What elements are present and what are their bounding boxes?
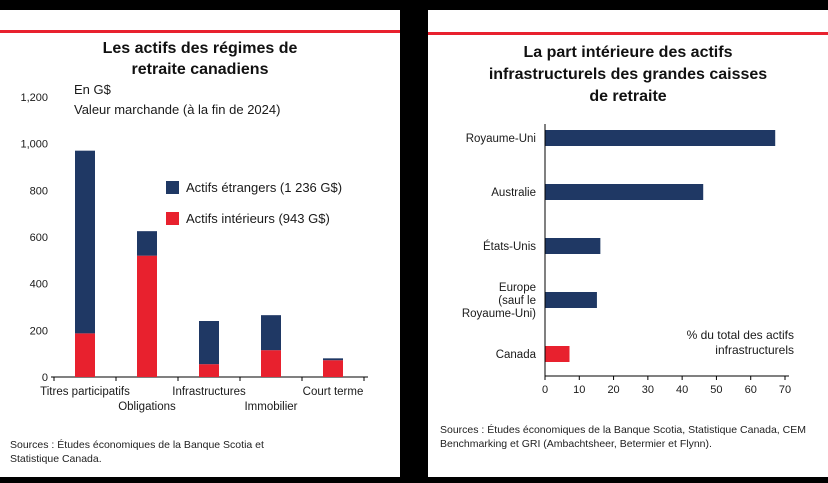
category-label: Canada (496, 349, 537, 361)
category-label: Court terme (303, 386, 364, 398)
unit-note: En G$ (74, 82, 111, 97)
annotation-line: % du total des actifs (686, 328, 794, 342)
category-label: Obligations (118, 401, 176, 413)
horizontal-bar-chart-svg: Royaume-Uni Australie États-Unis Europe(sau… (462, 124, 791, 396)
category-label: Immobilier (244, 401, 297, 413)
red-swatch-icon (166, 212, 179, 225)
chart-title-right: La part intérieure des actifs infrastruc… (428, 42, 828, 108)
y-tick-label: 1,200 (20, 92, 48, 104)
accent-rule (428, 32, 828, 35)
sources-note-right: Sources : Études économiques de la Banqu… (440, 424, 806, 450)
axis-unit-annotation: % du total des actifs infrastructurels (687, 328, 794, 358)
hbar (545, 346, 570, 362)
sources-note-left: Sources : Études économiques de la Banqu… (10, 439, 264, 465)
chart-title-line: La part intérieure des actifs (523, 44, 733, 61)
y-tick-label: 800 (30, 185, 48, 197)
bar-segment (137, 231, 157, 256)
chart-title-line: infrastructurels des grandes caisses (488, 66, 768, 83)
x-tick-label: 0 (542, 384, 548, 396)
x-tick-label: 30 (642, 384, 654, 396)
x-tick-label: 50 (710, 384, 722, 396)
x-tick-label: 40 (676, 384, 688, 396)
bar-segment (323, 358, 343, 361)
bar-segment (323, 360, 343, 377)
infrastructure-share-panel: La part intérieure des actifs infrastruc… (428, 10, 828, 477)
navy-swatch-icon (166, 181, 179, 194)
legend: Actifs étrangers (1 236 G$) Actifs intér… (166, 180, 342, 242)
x-tick-label: 10 (573, 384, 585, 396)
y-tick-label: 200 (30, 325, 48, 337)
bar-segment (261, 350, 281, 377)
hbar (545, 130, 776, 146)
horizontal-bar-chart: Royaume-Uni Australie États-Unis Europe (sau… (436, 118, 824, 408)
hbar (545, 238, 601, 254)
legend-label: Actifs étrangers (1 236 G$) (186, 180, 343, 195)
chart-title-line: retraite canadiens (131, 61, 269, 78)
category-label: Infrastructures (172, 386, 246, 398)
legend-label: Actifs intérieurs (943 G$) (186, 211, 330, 226)
hbar (545, 184, 704, 200)
y-tick-label: 0 (42, 372, 48, 384)
stacked-bar-chart-svg: 0 200 400 600 800 1,000 1,200 Titres participat… (20, 92, 368, 413)
category-label: Europe (499, 282, 536, 294)
annotation-line: infrastructurels (715, 343, 794, 357)
y-tick-label: 1,000 (20, 139, 48, 151)
hbar (545, 292, 597, 308)
legend-item-domestic-assets: Actifs intérieurs (943 G$) (166, 211, 342, 226)
bar-segment (75, 333, 95, 377)
legend-item-foreign-assets: Actifs étrangers (1 236 G$) (166, 180, 342, 195)
chart-title-line: Les actifs des régimes de (102, 40, 298, 57)
category-label: Royaume-Uni) (462, 308, 536, 320)
category-label: États-Unis (483, 240, 536, 253)
bar-segment (75, 150, 95, 334)
bar-segment (199, 364, 219, 377)
x-tick-label: 60 (745, 384, 757, 396)
y-tick-label: 600 (30, 232, 48, 244)
category-label: (sauf le (498, 295, 536, 307)
chart-title-line: de retraite (589, 88, 667, 105)
subtitle-note: Valeur marchande (à la fin de 2024) (74, 102, 281, 117)
x-tick-label: 70 (779, 384, 791, 396)
chart-title-left: Les actifs des régimes de retraite canad… (0, 38, 400, 80)
bar-segment (137, 255, 157, 377)
category-label: Australie (491, 187, 536, 199)
bar-segment (199, 321, 219, 365)
bar-segment (261, 315, 281, 351)
stacked-bar-chart: 0 200 400 600 800 1,000 1,200 Titres participat… (4, 88, 396, 438)
pension-assets-panel: Les actifs des régimes de retraite canad… (0, 10, 400, 477)
y-tick-label: 400 (30, 279, 48, 291)
accent-rule (0, 30, 400, 33)
x-tick-label: 20 (607, 384, 619, 396)
category-label: Titres participatifs (40, 386, 130, 398)
category-label: Royaume-Uni (466, 133, 536, 145)
